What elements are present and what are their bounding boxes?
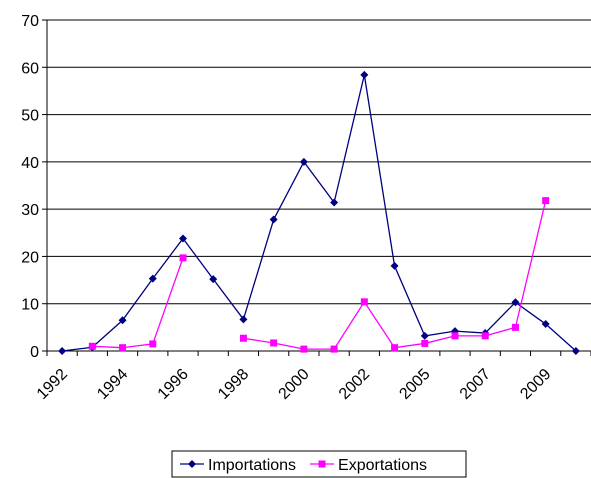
data-point [299, 157, 308, 166]
data-point [390, 261, 399, 270]
y-tick-label: 30 [21, 202, 39, 219]
x-tick-label: 1996 [155, 366, 192, 403]
y-tick-label: 20 [21, 249, 39, 266]
data-point [481, 332, 489, 340]
data-point [118, 316, 127, 325]
data-point [209, 275, 218, 284]
x-tick-label: 2002 [336, 366, 373, 403]
data-point [360, 70, 369, 79]
data-point [511, 323, 519, 331]
data-point [148, 274, 157, 283]
series-line [62, 74, 577, 352]
x-tick-label: 1992 [34, 366, 71, 403]
y-tick-label: 0 [30, 344, 39, 361]
data-point [88, 342, 96, 350]
data-point [330, 198, 339, 207]
y-tick-label: 70 [21, 13, 39, 30]
data-point [270, 339, 278, 347]
data-point [511, 298, 520, 307]
x-tick-label: 2007 [457, 366, 494, 403]
data-point [300, 345, 308, 353]
data-point [269, 215, 278, 224]
data-point [391, 344, 399, 352]
x-tick-label: 1994 [94, 366, 131, 403]
x-tick-label: 2009 [517, 366, 554, 403]
legend-marker [188, 460, 196, 468]
data-point [119, 344, 127, 352]
legend-label: Importations [208, 457, 296, 474]
data-point [571, 347, 580, 355]
data-point [179, 234, 187, 243]
data-point [541, 320, 550, 329]
x-tick-label: 2005 [396, 366, 433, 403]
data-point [421, 339, 429, 347]
data-point [420, 331, 429, 340]
y-tick-label: 40 [21, 155, 39, 172]
data-point [360, 298, 368, 306]
y-tick-label: 50 [21, 108, 39, 125]
data-point [58, 347, 67, 355]
legend-label: Exportations [338, 457, 427, 474]
series-line [92, 200, 547, 350]
data-point [451, 332, 459, 340]
data-point [239, 334, 247, 342]
data-point [330, 345, 338, 353]
data-point [149, 340, 157, 348]
data-point [239, 315, 248, 324]
legend-marker [318, 460, 326, 468]
y-tick-label: 60 [21, 60, 39, 77]
y-tick-label: 10 [21, 297, 39, 314]
data-point [179, 254, 187, 262]
data-point [542, 197, 550, 205]
legend: Importations Exportations [171, 450, 467, 478]
x-tick-label: 1998 [215, 366, 252, 403]
x-tick-label: 2000 [276, 366, 313, 403]
